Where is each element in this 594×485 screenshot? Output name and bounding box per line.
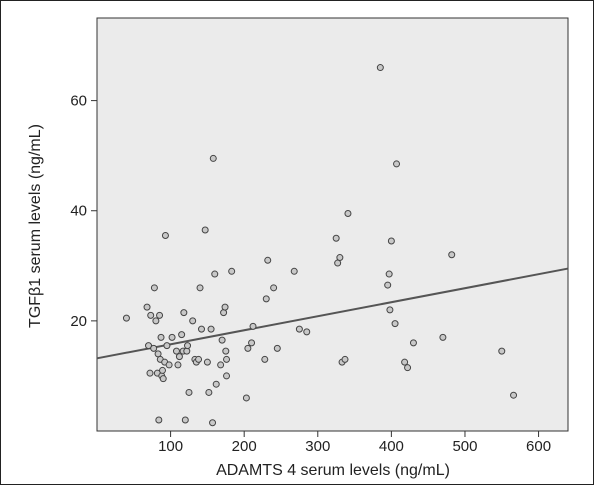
- data-point: [143, 303, 151, 311]
- data-point: [163, 342, 171, 350]
- data-point: [122, 314, 130, 322]
- data-point: [150, 344, 158, 352]
- data-point: [448, 251, 456, 259]
- data-point: [203, 358, 211, 366]
- data-point: [209, 419, 217, 427]
- data-point: [218, 336, 226, 344]
- data-point: [209, 154, 217, 162]
- data-point: [341, 355, 349, 363]
- data-point: [180, 309, 188, 317]
- data-point: [244, 344, 252, 352]
- data-point: [228, 267, 236, 275]
- data-point: [196, 284, 204, 292]
- y-tick-label: 60: [70, 93, 87, 110]
- data-point: [158, 366, 166, 374]
- data-point: [273, 344, 281, 352]
- x-tick-label: 600: [526, 438, 551, 455]
- data-point: [207, 325, 215, 333]
- data-point: [336, 254, 344, 262]
- data-point: [174, 361, 182, 369]
- data-point: [212, 380, 220, 388]
- data-point: [303, 328, 311, 336]
- data-point: [221, 303, 229, 311]
- data-point: [155, 416, 163, 424]
- y-tick-label: 40: [70, 203, 87, 220]
- data-point: [264, 256, 272, 264]
- data-point: [262, 295, 270, 303]
- data-point: [146, 369, 154, 377]
- data-point: [404, 364, 412, 372]
- data-point: [184, 342, 192, 350]
- y-tick-label: 20: [70, 313, 87, 330]
- data-point: [386, 306, 394, 314]
- data-point: [168, 333, 176, 341]
- data-point: [261, 355, 269, 363]
- fit-line: [96, 267, 569, 360]
- data-point: [201, 226, 209, 234]
- data-point: [152, 317, 160, 325]
- data-point: [181, 416, 189, 424]
- data-point: [295, 325, 303, 333]
- data-point: [409, 339, 417, 347]
- data-point: [384, 281, 392, 289]
- data-point: [161, 232, 169, 240]
- data-point: [222, 347, 230, 355]
- x-axis-title: ADAMTS 4 serum levels (ng/mL): [216, 462, 450, 479]
- data-point: [510, 391, 518, 399]
- data-point: [223, 355, 231, 363]
- data-point: [178, 331, 186, 339]
- data-point: [290, 267, 298, 275]
- data-point: [387, 237, 395, 245]
- data-point: [401, 358, 409, 366]
- data-point: [332, 234, 340, 242]
- data-point: [217, 361, 225, 369]
- x-tick-label: 200: [232, 438, 257, 455]
- data-point: [195, 355, 203, 363]
- y-axis-title: TGFβ1 serum levels (ng/mL): [27, 124, 44, 328]
- data-point: [175, 353, 183, 361]
- data-point: [189, 317, 197, 325]
- data-point: [198, 325, 206, 333]
- x-tick-label: 500: [452, 438, 477, 455]
- data-point: [498, 347, 506, 355]
- data-point: [439, 333, 447, 341]
- data-point: [147, 311, 155, 319]
- data-point: [249, 322, 257, 330]
- x-tick-label: 100: [158, 438, 183, 455]
- data-point: [376, 64, 384, 72]
- data-point: [248, 339, 256, 347]
- data-point: [165, 361, 173, 369]
- data-point: [150, 284, 158, 292]
- plot-area: [96, 17, 569, 432]
- data-point: [211, 270, 219, 278]
- data-point: [385, 270, 393, 278]
- data-point: [156, 311, 164, 319]
- data-point: [270, 284, 278, 292]
- data-point: [157, 333, 165, 341]
- data-point: [185, 388, 193, 396]
- data-point: [344, 209, 352, 217]
- data-point: [391, 320, 399, 328]
- x-tick-label: 300: [305, 438, 330, 455]
- data-point: [242, 394, 250, 402]
- data-point: [172, 347, 180, 355]
- data-point: [393, 160, 401, 168]
- data-point: [205, 388, 213, 396]
- x-tick-label: 400: [379, 438, 404, 455]
- data-point: [159, 375, 167, 383]
- data-point: [223, 372, 231, 380]
